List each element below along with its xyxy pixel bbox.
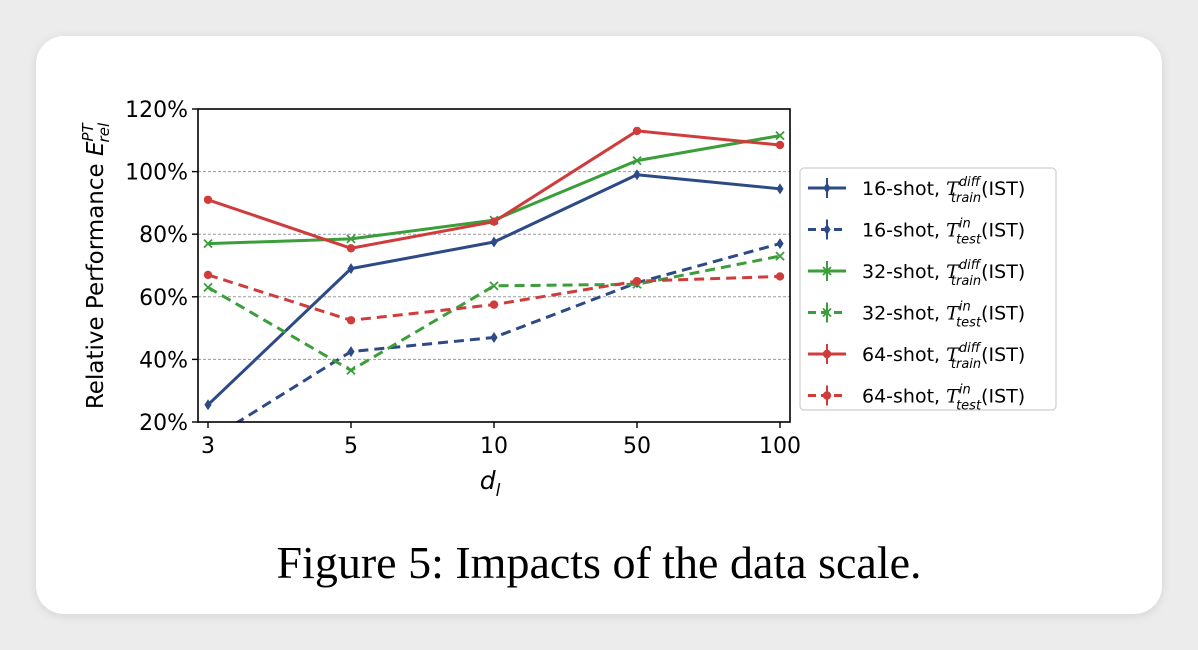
axis-labels: dl Relative Performance EPTrel xyxy=(79,121,501,501)
legend-label: 16-shot, Tin test(IST) xyxy=(862,217,1025,248)
figure-caption: Figure 5: Impacts of the data scale. xyxy=(276,537,922,588)
grid-lines xyxy=(198,171,790,360)
series-point xyxy=(823,224,831,235)
series-point xyxy=(347,346,355,358)
legend-label: 32-shot, Tin test(IST) xyxy=(862,300,1025,331)
series-point xyxy=(632,126,642,136)
legend: 16-shot, Tdiff train(IST) 16-shot, Tin test… xyxy=(799,167,1057,414)
series-point xyxy=(775,251,785,261)
series-point xyxy=(775,130,785,141)
series-point xyxy=(203,282,213,293)
legend-entry: 16-shot, Tdiff train(IST) xyxy=(808,175,1025,206)
series-point xyxy=(203,238,213,249)
legend-entry: 64-shot, Tin test(IST) xyxy=(808,383,1025,414)
series-line xyxy=(206,173,781,406)
legend-box xyxy=(799,167,1057,411)
legend-label: 64-shot, Tdiff train(IST) xyxy=(862,341,1025,372)
series-point xyxy=(346,365,356,375)
legend-label: 32-shot, Tdiff train(IST) xyxy=(862,258,1025,289)
x-tick-label: 100 xyxy=(759,434,801,459)
legend-entry: 32-shot, Tdiff train(IST) xyxy=(808,258,1025,289)
x-tick-label: 50 xyxy=(623,434,651,459)
series-point xyxy=(346,234,356,244)
series-point xyxy=(823,182,831,194)
series-point xyxy=(822,307,832,318)
series-point xyxy=(822,349,832,359)
series-point xyxy=(776,183,784,195)
series-point xyxy=(347,263,355,275)
x-tick-label: 5 xyxy=(344,434,358,459)
series-point xyxy=(632,156,642,166)
series-point xyxy=(489,217,499,226)
series-point xyxy=(822,266,832,276)
series-point xyxy=(346,316,356,325)
series-point xyxy=(203,270,213,280)
axes: 20% 40% 60% 80% 100% 120% 3 5 10 50 100 xyxy=(125,98,801,459)
series-point xyxy=(490,331,498,343)
series-point xyxy=(490,236,498,248)
legend-label: 64-shot, Tin test(IST) xyxy=(862,383,1025,414)
series-point xyxy=(632,276,642,286)
series-point xyxy=(203,195,213,204)
series-line xyxy=(207,129,781,250)
y-tick-label: 60% xyxy=(139,286,188,311)
series-point xyxy=(775,140,785,150)
y-tick-label: 100% xyxy=(125,161,188,186)
series-point xyxy=(489,300,499,309)
y-tick-label: 40% xyxy=(139,348,188,373)
y-axis-label: Relative Performance EPTrel xyxy=(79,121,113,409)
x-tick-label: 3 xyxy=(201,434,215,459)
legend-entry: 64-shot, Tdiff train(IST) xyxy=(808,341,1025,372)
series-point xyxy=(489,281,499,291)
series-point xyxy=(633,169,641,181)
y-tick-label: 20% xyxy=(139,411,188,436)
x-axis-label: dl xyxy=(480,466,501,501)
series-line xyxy=(207,254,781,372)
y-tick-label: 120% xyxy=(125,98,188,123)
series-point xyxy=(204,399,212,411)
legend-entry: 16-shot, Tin test(IST) xyxy=(808,217,1025,248)
y-tick-label: 80% xyxy=(139,223,188,248)
legend-label: 16-shot, Tdiff train(IST) xyxy=(862,175,1025,206)
x-tick-label: 10 xyxy=(480,434,508,459)
series-layer xyxy=(203,126,785,422)
series-point xyxy=(776,238,784,250)
series-point xyxy=(346,244,356,253)
legend-entry: 32-shot, Tin test(IST) xyxy=(808,300,1025,331)
series-point xyxy=(775,272,785,281)
series-line xyxy=(207,273,781,322)
series-point xyxy=(822,391,832,400)
